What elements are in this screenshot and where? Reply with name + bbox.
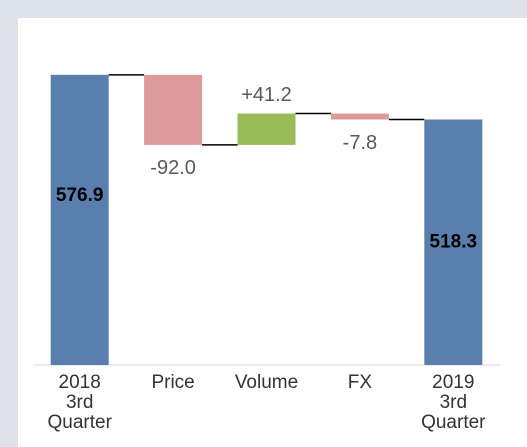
value-label: 518.3 [430,231,478,252]
bar [330,113,389,120]
x-tick-label: FX [348,372,373,393]
x-tick-label: Volume [235,372,298,393]
x-tick-label: Price [151,372,194,393]
value-label: -7.8 [343,132,377,154]
value-label: +41.2 [241,84,292,106]
value-label: -92.0 [150,157,196,179]
bar [144,74,203,145]
x-tick-label: 2019 3rd Quarter [421,372,486,433]
value-label: 576.9 [56,185,104,206]
bar [424,119,483,365]
bar [237,113,296,145]
x-tick-label: 2018 3rd Quarter [47,372,112,433]
bar [50,74,109,366]
